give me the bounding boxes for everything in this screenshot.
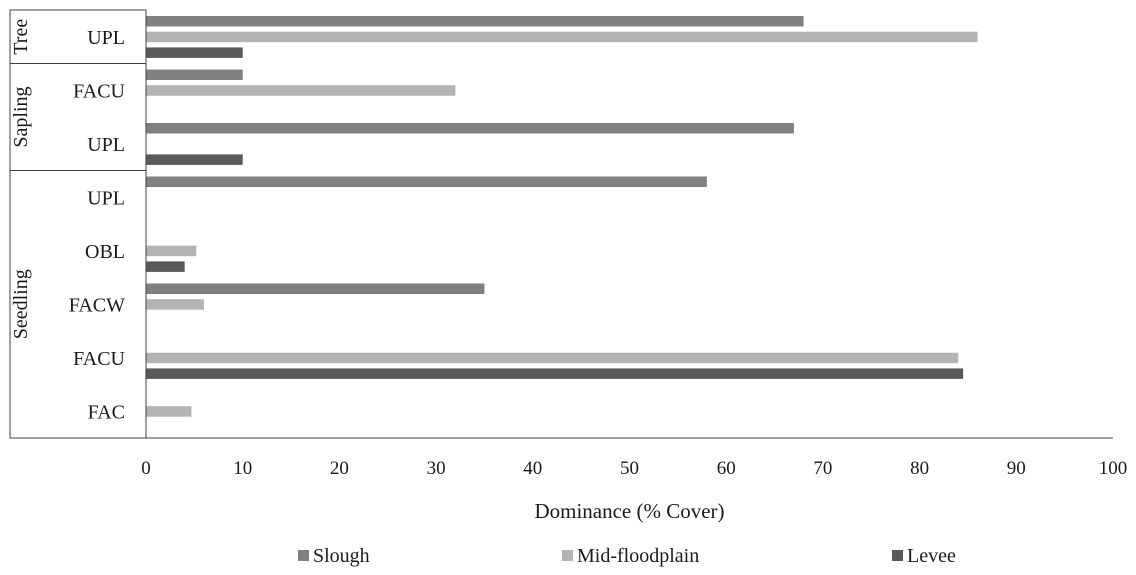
legend-swatch-levee: [892, 550, 903, 561]
bar-mid-floodplain-1: [146, 85, 456, 96]
bar-slough-3: [146, 176, 707, 187]
bar-mid-floodplain-0: [146, 31, 978, 43]
group-label-seedling: Seedling: [10, 269, 32, 339]
bar-mid-floodplain-6: [146, 352, 959, 364]
x-tick-label: 100: [1099, 458, 1128, 479]
x-tick-label: 40: [523, 458, 542, 479]
bar-mid-floodplain-7: [146, 406, 192, 417]
bar-slough-5: [146, 283, 485, 294]
category-label: UPL: [87, 187, 125, 209]
x-tick-label: 0: [141, 458, 151, 479]
x-tick-label: 80: [910, 458, 929, 479]
bar-levee-0: [146, 47, 243, 58]
bar-slough-0: [146, 16, 804, 27]
bar-mid-floodplain-5: [146, 299, 205, 310]
x-axis-title: Dominance (% Cover): [534, 499, 724, 523]
x-tick-label: 10: [233, 458, 252, 479]
x-tick-label: 60: [717, 458, 736, 479]
axis-frame: [9, 9, 1113, 439]
x-tick-label: 30: [427, 458, 446, 479]
legend-swatch-mid-floodplain: [562, 550, 573, 561]
category-label: UPL: [87, 27, 125, 49]
x-tick-label: 20: [330, 458, 349, 479]
x-tick-label: 50: [620, 458, 639, 479]
group-label-sapling: Sapling: [10, 86, 32, 147]
x-tick-labels: 0 10 20 30 40 50 60 70 80 90 100: [141, 458, 1127, 479]
legend-label-slough: Slough: [313, 545, 370, 567]
legend-label-mid-floodplain: Mid-floodplain: [577, 545, 699, 567]
bar-slough-1: [146, 69, 243, 80]
category-label: OBL: [85, 241, 125, 263]
bar-levee-4: [146, 261, 185, 272]
bars-layer: [146, 16, 978, 417]
legend-swatch-slough: [298, 550, 309, 561]
category-label: FAC: [88, 401, 125, 423]
group-label-tree: Tree: [10, 19, 32, 55]
category-label: FACU: [73, 80, 125, 102]
bar-levee-6: [146, 368, 964, 379]
bar-levee-2: [146, 154, 243, 165]
x-tick-label: 70: [813, 458, 832, 479]
category-label: FACW: [69, 294, 125, 316]
legend-label-levee: Levee: [907, 545, 956, 567]
bar-mid-floodplain-4: [146, 245, 197, 257]
category-labels: UPL FACU UPL UPL OBL FACW FACU FAC: [69, 27, 126, 424]
bar-slough-2: [146, 123, 794, 134]
legend: Slough Mid-floodplain Levee: [298, 545, 956, 567]
x-tick-label: 90: [1007, 458, 1026, 479]
category-label: UPL: [87, 134, 125, 156]
group-labels: Tree Sapling Seedling: [10, 19, 32, 340]
category-label: FACU: [73, 348, 125, 370]
